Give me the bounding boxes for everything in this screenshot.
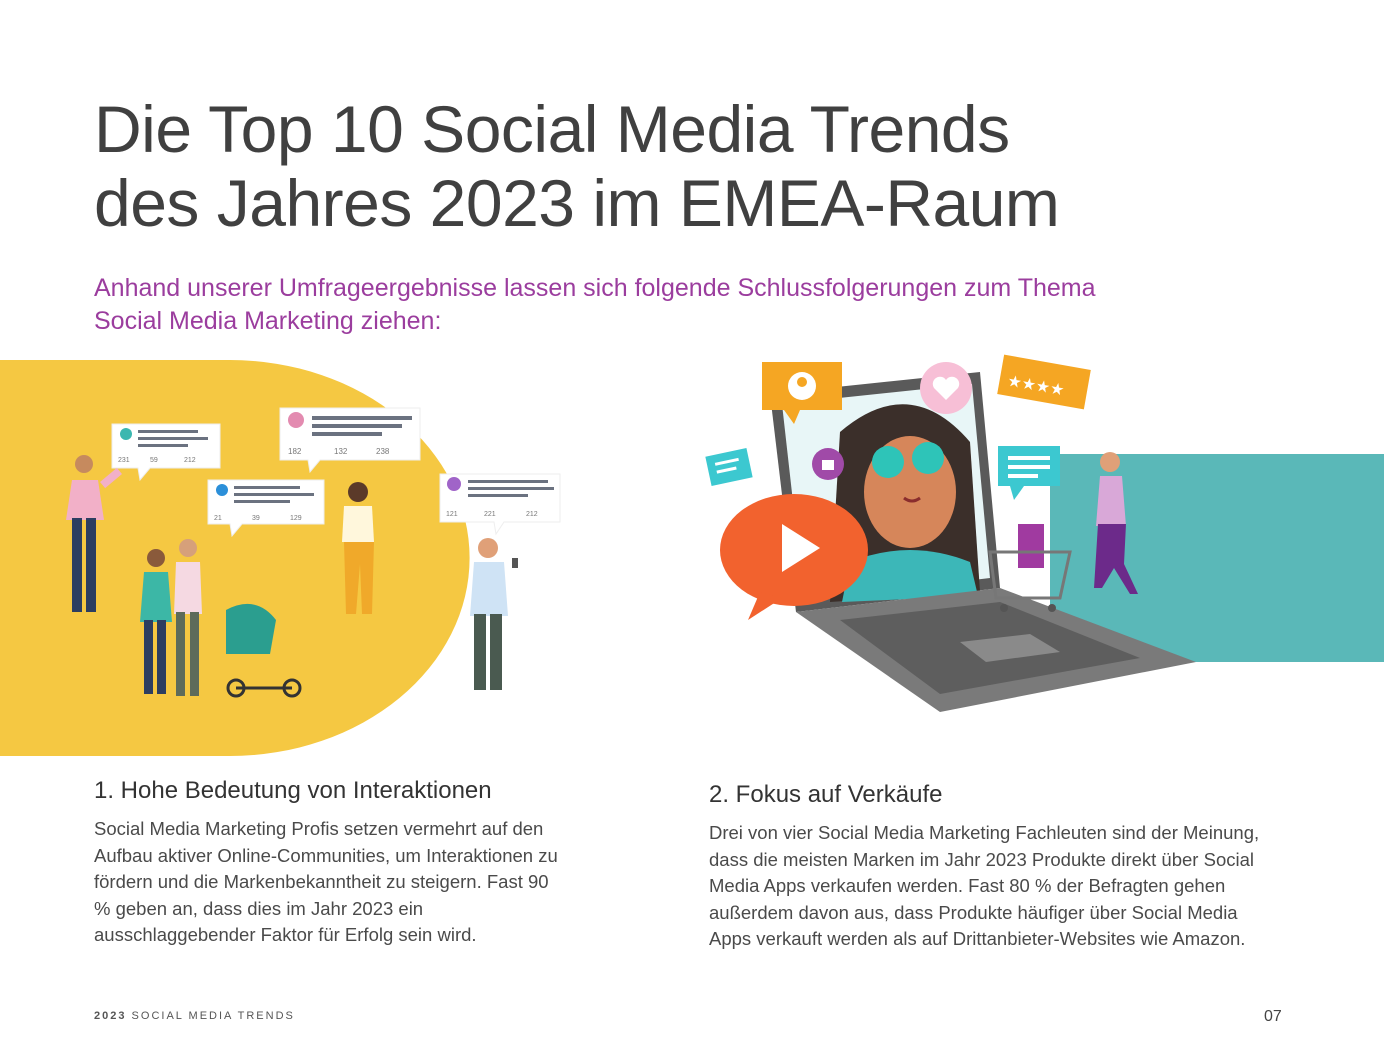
section-body: Social Media Marketing Profis setzen ver… [94, 818, 558, 945]
share-count: 59 [150, 457, 158, 464]
star-rating-icon: ★★★★ [997, 354, 1091, 410]
like-count: 129 [290, 515, 302, 522]
comment-count: 21 [214, 515, 222, 522]
avatar-icon [447, 477, 461, 491]
page-title: Die Top 10 Social Media Trends des Jahre… [94, 92, 1294, 240]
play-button-icon [720, 494, 868, 620]
share-count: 132 [334, 447, 348, 456]
person-woman-teal-top [140, 549, 172, 694]
page-subtitle: Anhand unserer Umfrageergebnisse lassen … [94, 272, 1274, 338]
chat-bubble-icon [705, 447, 753, 487]
stroller [226, 603, 302, 698]
like-count: 212 [526, 511, 538, 518]
person-man-with-stroller [174, 539, 202, 696]
person-woman-yellow-pants [342, 482, 374, 614]
avatar-icon [216, 484, 228, 496]
social-commerce-illustration: ★★★★ [705, 354, 1384, 712]
comment-count: 231 [118, 457, 130, 464]
like-count: 212 [184, 457, 196, 464]
section-heading: 2. Fokus auf Verkäufe [709, 781, 943, 808]
avatar-icon [288, 412, 304, 428]
page-footer: 2023 SOCIAL MEDIA TRENDS [94, 1010, 295, 1022]
sunglasses-icon [872, 446, 904, 478]
page-subtitle-line-1: Anhand unserer Umfrageergebnisse lassen … [94, 274, 1096, 302]
message-bubble-icon [998, 446, 1060, 500]
shopping-cart-icon [988, 524, 1072, 612]
community-illustration: 231 59 212 182 132 238 21 39 129 121 221… [0, 360, 561, 756]
comment-count: 121 [446, 511, 458, 518]
share-count: 39 [252, 515, 260, 522]
comment-count: 182 [288, 447, 302, 456]
share-count: 221 [484, 511, 496, 518]
like-count: 238 [376, 447, 390, 456]
heart-icon [920, 362, 972, 414]
person-man-pink-jacket [66, 455, 122, 612]
section-sales: 2. Fokus auf Verkäufe Drei von vier Soci… [709, 780, 1279, 953]
social-post-card: 182 132 238 [279, 407, 421, 474]
avatar-icon [120, 428, 132, 440]
social-post-card: 121 221 212 [439, 473, 561, 536]
thumbs-up-icon [812, 448, 844, 480]
page-title-line-1: Die Top 10 Social Media Trends [94, 92, 1010, 166]
social-post-card: 231 59 212 [111, 423, 221, 482]
section-heading: 1. Hohe Bedeutung von Interaktionen [94, 777, 492, 804]
section-body: Drei von vier Social Media Marketing Fac… [709, 822, 1260, 949]
shopping-bag-icon [1018, 524, 1044, 568]
page-number: 07 [1264, 1008, 1282, 1025]
section-interactions: 1. Hohe Bedeutung von Interaktionen Soci… [94, 776, 564, 949]
person-woman-with-cart [1094, 452, 1138, 594]
person-man-beard [470, 538, 518, 690]
footer-label: SOCIAL MEDIA TRENDS [131, 1010, 295, 1022]
page-subtitle-line-2: Social Media Marketing ziehen: [94, 307, 442, 335]
footer-year: 2023 [94, 1010, 127, 1022]
social-post-card: 21 39 129 [207, 479, 325, 538]
user-profile-icon [762, 362, 842, 424]
page-title-line-2: des Jahres 2023 im EMEA-Raum [94, 166, 1060, 240]
